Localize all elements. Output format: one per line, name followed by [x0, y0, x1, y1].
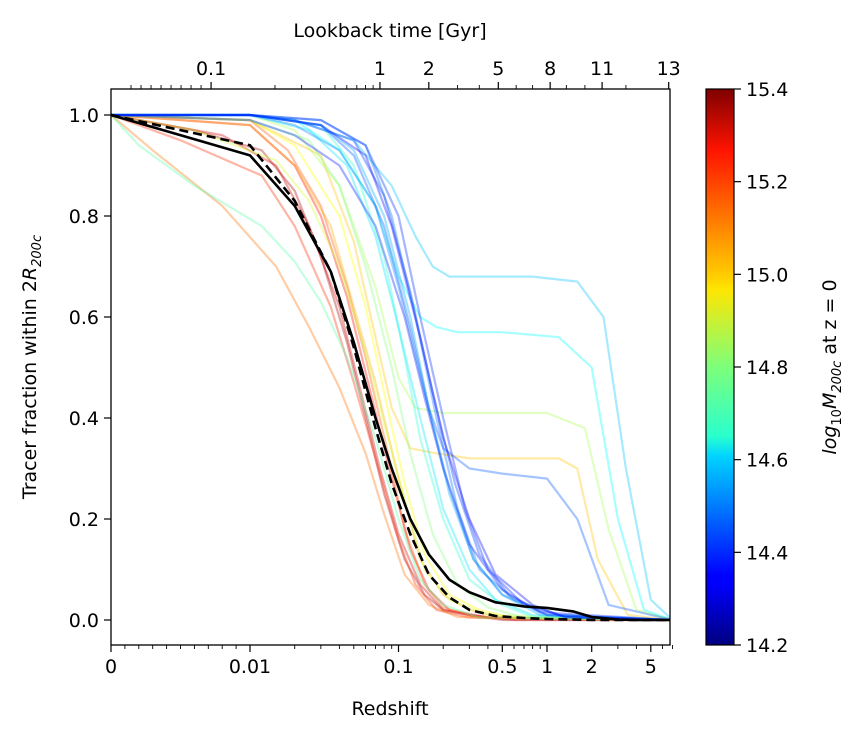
y-axis-title: Tracer fraction within 2R200c: [19, 235, 45, 500]
top-tick-label-0: 0.1: [196, 58, 226, 80]
colorbar-title-m: M: [819, 393, 841, 409]
halo-curve-19: [111, 113, 670, 621]
median-dashed-line: [111, 113, 670, 622]
y-tick-label-3: 0.6: [69, 307, 99, 329]
summary-curves: [111, 113, 670, 622]
x-tick-label-4: 1: [541, 656, 553, 678]
y-tick-label-0: 0.0: [69, 610, 99, 632]
colorbar-tick-label-6: 15.4: [746, 79, 788, 101]
colorbar-title: log10M200c at z = 0: [819, 279, 845, 454]
y-axis-title-symbol: R: [19, 267, 41, 280]
top-tick-label-3: 5: [492, 58, 504, 80]
colorbar-tick-label-5: 15.2: [746, 172, 788, 194]
colorbar-tick-label-1: 14.4: [746, 542, 788, 564]
y-tick-label-5: 1.0: [69, 105, 99, 127]
colorbar-tick-label-2: 14.6: [746, 450, 788, 472]
plot-frame: [110, 88, 671, 646]
top-tick-label-1: 1: [374, 58, 386, 80]
halo-curve-8: [111, 113, 670, 622]
halo-curve-14: [111, 113, 670, 621]
halo-curve-21: [111, 113, 670, 622]
halo-curve-4: [111, 113, 670, 622]
top-axis-ticks: 0.1 1 2 5 8 11 13: [130, 58, 681, 89]
y-tick-label-1: 0.2: [69, 509, 99, 531]
colorbar-ticks: 14.2 14.4 14.6 14.8 15.0 15.2 15.4: [734, 79, 788, 657]
halo-curve-17: [111, 113, 670, 622]
halo-curve-23: [111, 113, 670, 621]
halo-curve-5: [111, 114, 670, 622]
y-axis-title-sub: 200c: [30, 235, 45, 267]
colorbar-title-suffix: at z = 0: [819, 279, 841, 360]
halo-curve-12: [111, 114, 670, 622]
top-tick-label-6: 13: [657, 58, 681, 80]
top-tick-label-2: 2: [423, 58, 435, 80]
halo-curve-7: [111, 113, 670, 621]
x-tick-label-1: 0.01: [229, 656, 271, 678]
mean-solid-line: [111, 113, 670, 622]
halo-curve-1: [111, 113, 670, 622]
x-tick-label-0: 0: [105, 656, 117, 678]
y-tick-label-2: 0.4: [69, 408, 99, 430]
halo-curve-18: [111, 113, 670, 622]
colorbar-title-sub1: 10: [830, 409, 845, 426]
colorbar: 14.2 14.4 14.6 14.8 15.0 15.2 15.4 log10M200c …: [705, 79, 845, 657]
colorbar-tick-label-3: 14.8: [746, 357, 788, 379]
halo-curve-6: [111, 113, 670, 622]
x-tick-label-3: 0.5: [487, 656, 517, 678]
colorbar-title-log: log: [819, 426, 841, 455]
halo-curve-3: [111, 113, 670, 622]
colorbar-tick-label-4: 15.0: [746, 264, 788, 286]
plot-area: 0 0.01 0.1 0.5 1 2 5 0.0 0.2 0.4 0.6 0.8 1.0 0.1 1 2 5…: [69, 58, 681, 678]
halo-curve-11: [111, 113, 670, 622]
y-axis-title-prefix: Tracer fraction within 2: [19, 280, 41, 500]
x-axis-ticks: 0 0.01 0.1 0.5 1 2 5: [105, 645, 673, 678]
top-tick-label-4: 8: [544, 58, 556, 80]
colorbar-tick-label-0: 14.2: [746, 635, 788, 657]
colorbar-title-sub2: 200c: [830, 361, 845, 393]
y-axis-ticks: 0.0 0.2 0.4 0.6 0.8 1.0: [69, 105, 111, 632]
halo-curve-10: [111, 113, 670, 621]
halo-curve-13: [111, 113, 670, 622]
x-tick-label-6: 5: [645, 656, 657, 678]
top-axis-title: Lookback time [Gyr]: [293, 20, 486, 42]
halo-curve-0: [111, 113, 670, 622]
halo-curves: [111, 113, 670, 622]
x-axis-title: Redshift: [351, 698, 428, 720]
halo-curve-16: [111, 113, 670, 620]
colorbar-gradient: [705, 88, 735, 646]
x-tick-label-2: 0.1: [383, 656, 413, 678]
halo-curve-20: [111, 113, 670, 621]
y-tick-label-4: 0.8: [69, 206, 99, 228]
top-tick-label-5: 11: [590, 58, 614, 80]
x-tick-label-5: 2: [586, 656, 598, 678]
